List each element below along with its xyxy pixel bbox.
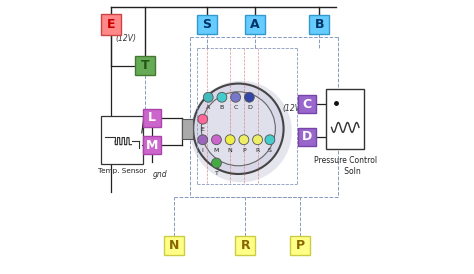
Text: C: C	[233, 105, 238, 110]
Text: E: E	[201, 127, 205, 132]
Text: M: M	[146, 139, 158, 152]
Text: S: S	[268, 148, 272, 153]
FancyBboxPatch shape	[245, 15, 264, 35]
Text: S: S	[202, 18, 211, 31]
Text: (12V): (12V)	[115, 34, 136, 43]
Circle shape	[217, 92, 227, 102]
Circle shape	[201, 92, 275, 166]
Text: P: P	[242, 148, 246, 153]
Circle shape	[239, 135, 249, 145]
Circle shape	[198, 135, 208, 145]
Text: D: D	[302, 130, 312, 144]
Text: T: T	[141, 59, 149, 72]
FancyBboxPatch shape	[236, 236, 255, 255]
Text: B: B	[220, 105, 224, 110]
Text: gnd: gnd	[153, 170, 168, 179]
Circle shape	[211, 135, 221, 145]
FancyBboxPatch shape	[100, 116, 143, 164]
FancyBboxPatch shape	[310, 15, 329, 35]
Text: M: M	[214, 148, 219, 153]
Text: Pressure Control
      Soln: Pressure Control Soln	[314, 156, 377, 176]
Text: E: E	[107, 18, 115, 31]
Text: (12V): (12V)	[282, 104, 303, 113]
Text: D: D	[247, 105, 252, 110]
Circle shape	[198, 114, 208, 124]
Text: L: L	[148, 111, 156, 124]
Text: C: C	[302, 98, 311, 111]
FancyBboxPatch shape	[298, 95, 316, 113]
Text: A: A	[250, 18, 260, 31]
FancyBboxPatch shape	[143, 109, 161, 127]
Circle shape	[211, 158, 221, 168]
Text: T: T	[215, 171, 219, 176]
Text: B: B	[314, 18, 324, 31]
FancyBboxPatch shape	[290, 236, 310, 255]
Circle shape	[225, 135, 235, 145]
Circle shape	[191, 81, 292, 182]
Circle shape	[193, 84, 283, 174]
Circle shape	[231, 92, 241, 102]
FancyBboxPatch shape	[101, 14, 121, 35]
FancyBboxPatch shape	[164, 236, 184, 255]
Text: P: P	[295, 239, 305, 252]
Text: R: R	[240, 239, 250, 252]
FancyBboxPatch shape	[143, 136, 161, 154]
Circle shape	[265, 135, 275, 145]
Text: N: N	[169, 239, 179, 252]
FancyBboxPatch shape	[182, 119, 193, 139]
Text: R: R	[255, 148, 260, 153]
Text: A: A	[206, 105, 210, 110]
Text: I: I	[202, 148, 204, 153]
Circle shape	[253, 135, 263, 145]
FancyBboxPatch shape	[136, 56, 155, 75]
FancyBboxPatch shape	[326, 89, 365, 149]
Circle shape	[203, 92, 213, 102]
FancyBboxPatch shape	[298, 128, 316, 146]
Text: N: N	[228, 148, 233, 153]
Circle shape	[245, 92, 254, 102]
Text: Temp. Sensor: Temp. Sensor	[98, 168, 146, 174]
FancyBboxPatch shape	[197, 15, 217, 35]
